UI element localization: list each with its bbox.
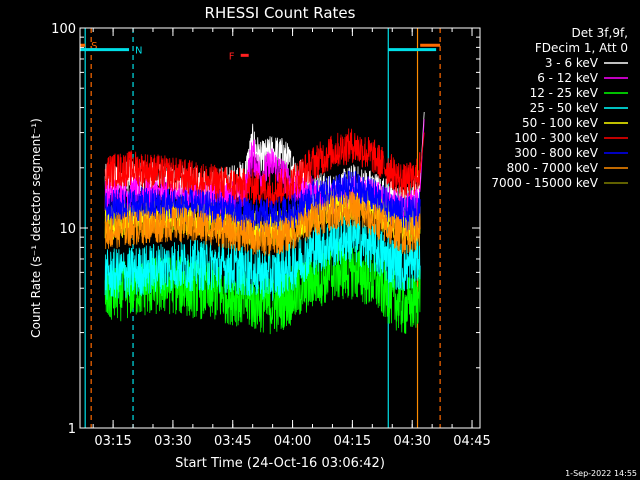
legend-entry-8: 7000 - 15000 keV — [491, 176, 598, 190]
legend-entry-3: 25 - 50 keV — [530, 101, 599, 115]
y-axis-label: Count Rate (s⁻¹ detector segment⁻¹) — [29, 118, 43, 338]
x-tick-label-2: 03:45 — [214, 434, 251, 449]
legend-entry-4: 50 - 100 keV — [522, 116, 599, 130]
flag-label-F: F — [229, 51, 235, 62]
y-tick-label-0: 1 — [68, 422, 76, 437]
legend-entry-1: 6 - 12 keV — [537, 71, 599, 85]
series-line-7 — [104, 191, 421, 257]
series-line-5 — [104, 128, 425, 208]
legend-entry-5: 100 - 300 keV — [514, 131, 598, 145]
legend-entry-7: 800 - 7000 keV — [507, 161, 599, 175]
flag-label-N: N — [135, 46, 142, 57]
chart-title: RHESSI Count Rates — [205, 4, 356, 22]
series-line-3 — [104, 214, 421, 301]
series-line-6 — [104, 170, 421, 234]
x-tick-label-3: 04:00 — [274, 434, 311, 449]
status-flags: S NF — [80, 41, 441, 62]
legend-entry-6: 300 - 800 keV — [514, 146, 598, 160]
x-tick-label-1: 03:30 — [154, 434, 191, 449]
x-tick-label-5: 04:30 — [393, 434, 430, 449]
axes: 1 10 100 03:15 03:30 03:45 04:00 04:15 04:30 04:4… — [51, 22, 491, 449]
legend-header-1: FDecim 1, Att 0 — [535, 41, 628, 55]
flag-label-S: S — [91, 41, 97, 52]
x-tick-label-0: 03:15 — [94, 434, 131, 449]
legend-entry-2: 12 - 25 keV — [530, 86, 599, 100]
x-tick-label-6: 04:45 — [453, 434, 490, 449]
series-group — [104, 111, 425, 335]
legend-entry-0: 3 - 6 keV — [545, 56, 599, 70]
y-tick-label-1: 10 — [59, 222, 76, 237]
legend-header-0: Det 3f,9f, — [572, 26, 629, 40]
footer-date: 1-Sep-2022 14:55 — [565, 469, 637, 478]
x-tick-label-4: 04:15 — [334, 434, 371, 449]
y-tick-label-2: 100 — [51, 22, 76, 37]
x-axis-label: Start Time (24-Oct-16 03:06:42) — [175, 456, 385, 471]
